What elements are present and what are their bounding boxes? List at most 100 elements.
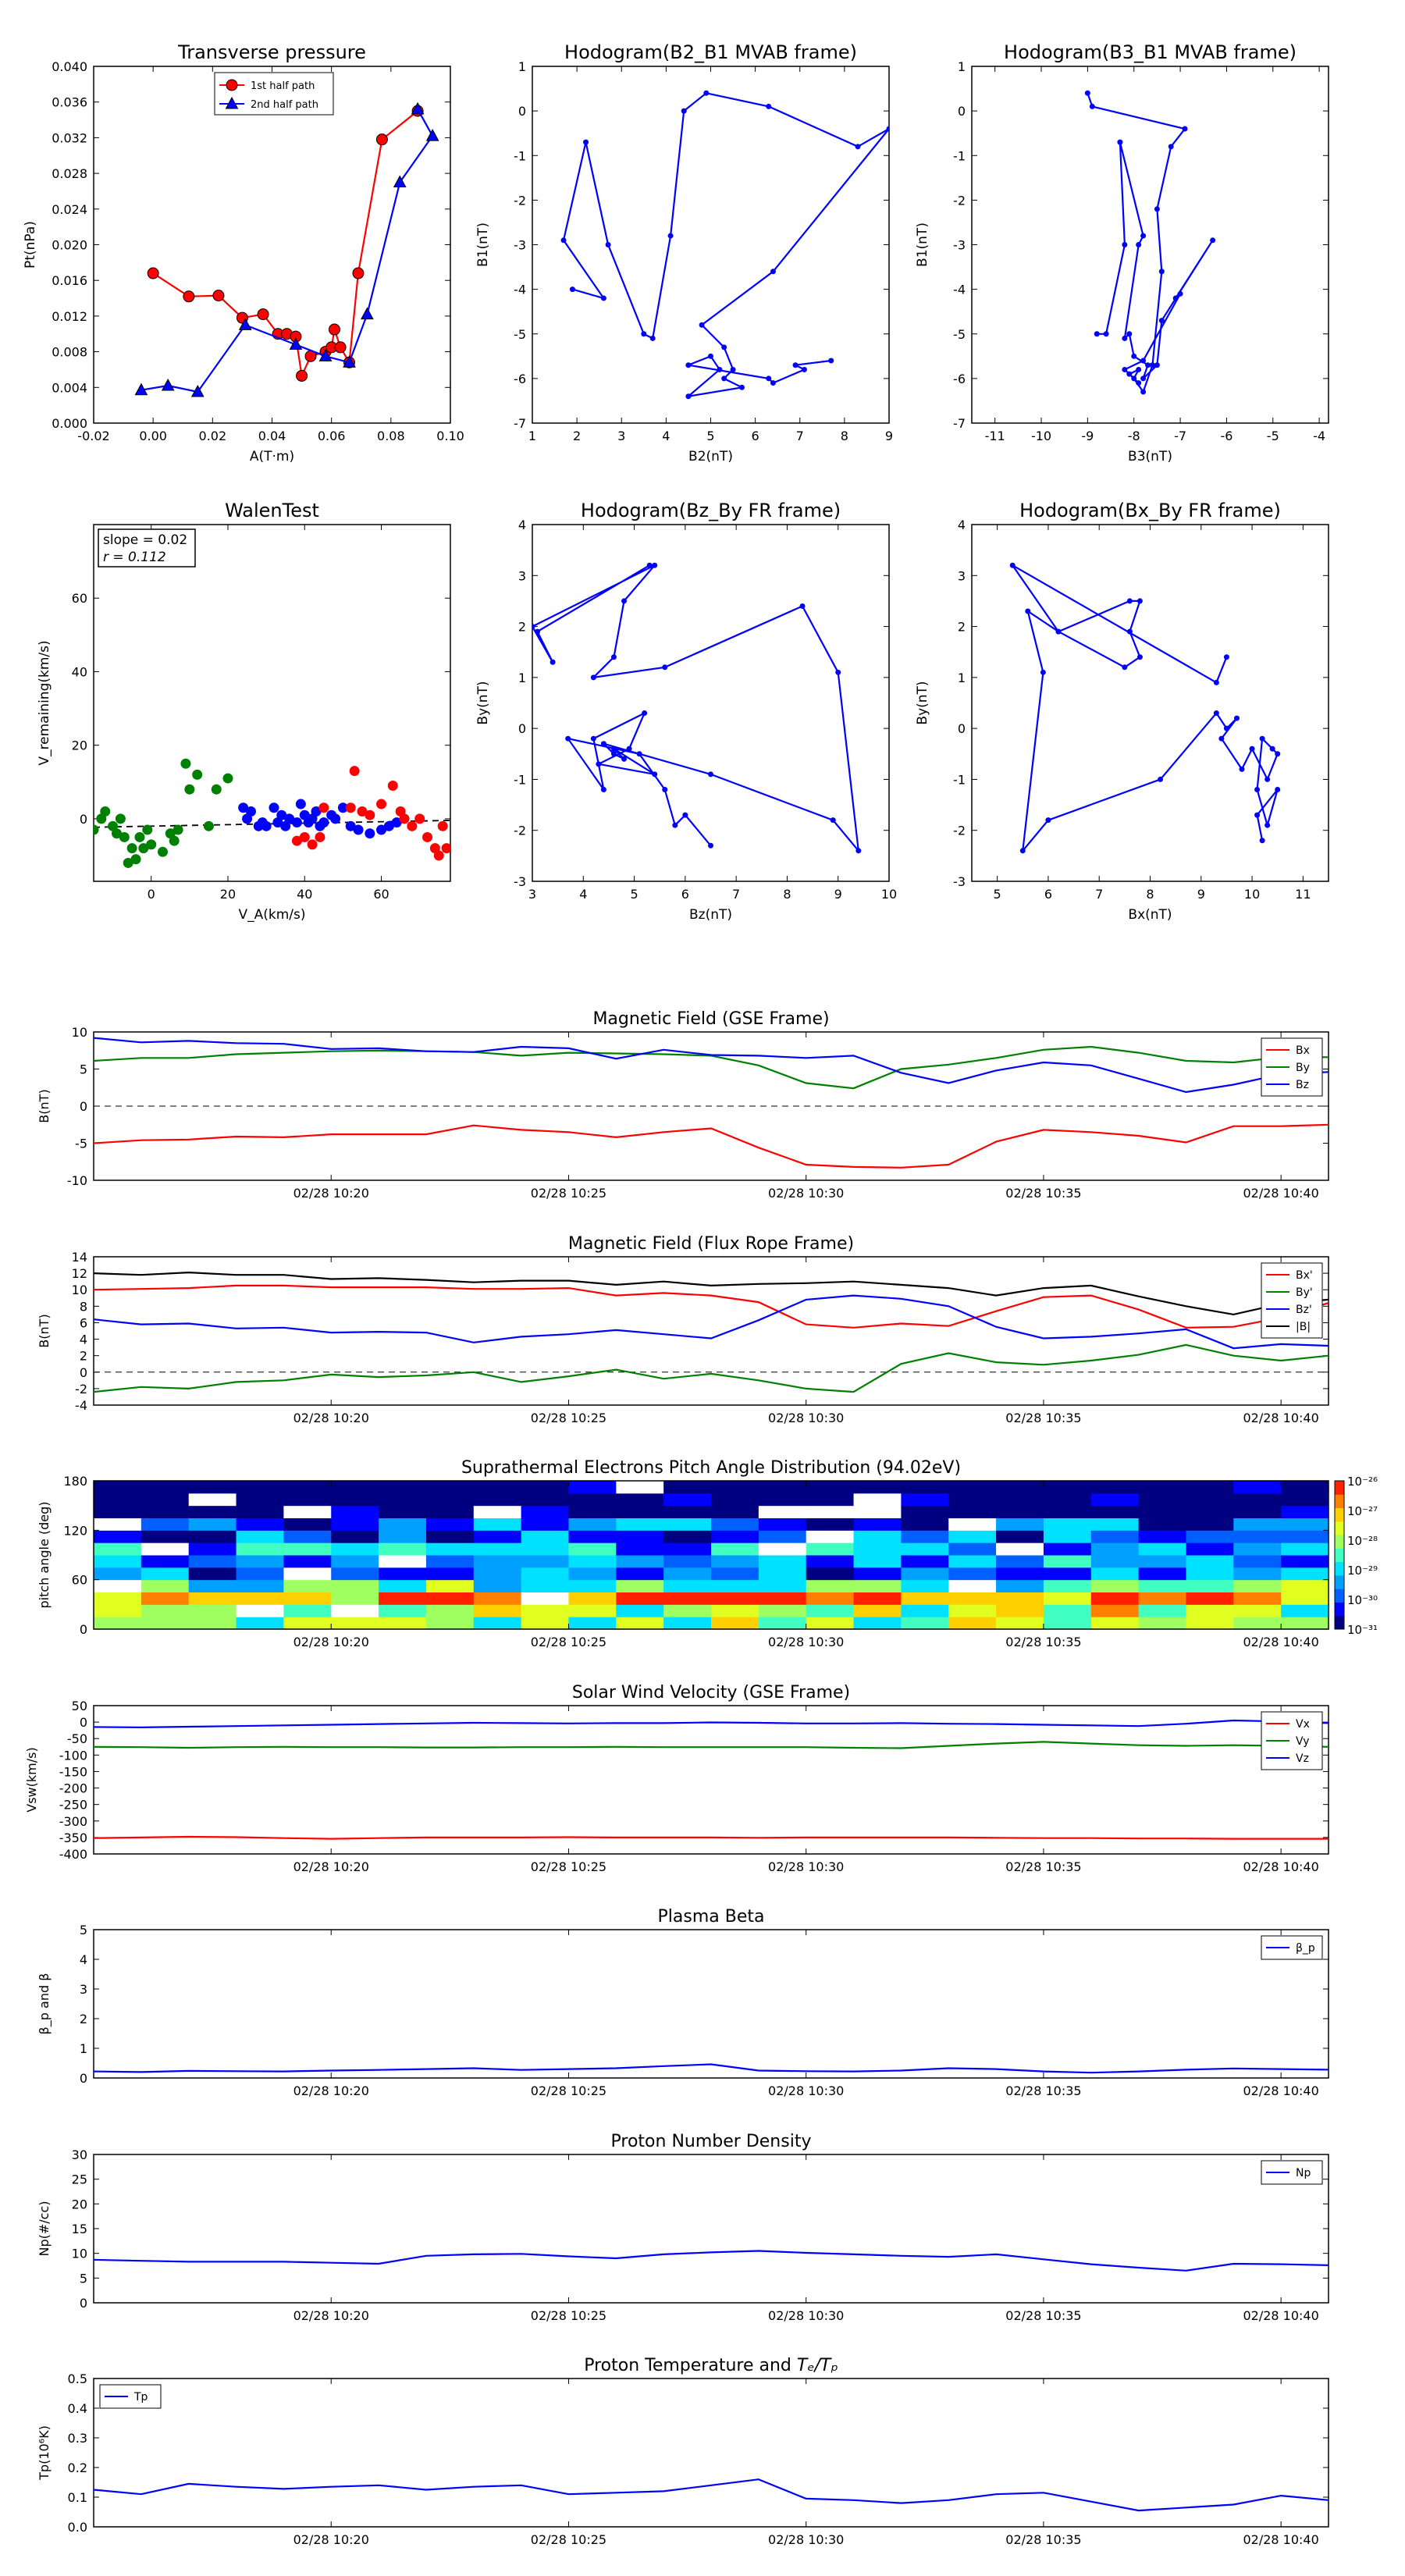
pad-heat-cell: [236, 1567, 284, 1581]
pad-heat-cell: [1281, 1579, 1329, 1592]
pad-heat-cell: [188, 1530, 237, 1543]
hxy-data-point: [1025, 608, 1031, 614]
h21-data-point: [801, 366, 807, 372]
bgse-legend-label: Bx: [1296, 1044, 1310, 1057]
pad-heat-cell: [996, 1579, 1044, 1592]
pad-heat-cell: [853, 1604, 902, 1617]
h21-xtick-label: 3: [617, 429, 625, 443]
pad-heat-cell: [1043, 1592, 1092, 1605]
h21-series-line: [562, 92, 889, 398]
hzy-title: Hodogram(Bz_By FR frame): [581, 500, 841, 521]
h31-ytick-label: -2: [953, 193, 966, 208]
walen-data-point: [203, 820, 214, 831]
beta-title: Plasma Beta: [658, 1907, 765, 1927]
pad-heat-cell: [996, 1567, 1044, 1581]
walen-annotation: slope = 0.02 r = 0.112: [98, 528, 196, 568]
pad-heat-cell: [1233, 1617, 1282, 1629]
pad-heat-cell: [331, 1555, 379, 1568]
bfr-ytick-label: 14: [72, 1250, 87, 1265]
pad-heat-cell: [1281, 1604, 1329, 1617]
tp-ytick-label: 0.024: [52, 202, 87, 217]
pad-heat-cell: [379, 1617, 427, 1629]
pad-heat-cell: [1138, 1530, 1186, 1543]
pad-heat-cell: [758, 1481, 807, 1494]
h21-data-point: [560, 237, 567, 244]
pad-heat-cell: [1138, 1542, 1186, 1556]
hxy-data-point: [1275, 786, 1281, 792]
pad-heat-cell: [711, 1542, 759, 1556]
pad-colorbar-segment: [1335, 1589, 1344, 1603]
bfr-ytick-label: 0: [80, 1365, 87, 1380]
pad-heat-cell: [473, 1505, 522, 1518]
beta-ytick-label: 2: [80, 2012, 87, 2026]
pad-heat-cell: [425, 1530, 475, 1543]
hzy-data-point: [626, 745, 632, 752]
tp-ylabel: Pt(nPa): [23, 221, 38, 269]
tp-ytick-label: 0.004: [52, 380, 87, 395]
walen-data-point: [184, 784, 195, 795]
vsw-time-tick-label: 02/28 10:40: [1243, 1859, 1318, 1874]
walen-data-point: [353, 824, 364, 835]
tp-ytick-label: 0.036: [52, 95, 87, 110]
hxy-data-point: [1045, 817, 1051, 824]
pad-heat-cell: [1090, 1517, 1140, 1531]
hzy-ytick-label: 0: [518, 721, 526, 736]
pad-heat-cell: [521, 1604, 569, 1617]
pad-heat-cell: [1281, 1505, 1329, 1518]
pad-heat-cell: [1090, 1493, 1140, 1507]
tpp-series-Tp: [94, 2478, 1329, 2512]
walen-data-point: [387, 781, 398, 792]
pad-heat-cell: [1281, 1567, 1329, 1581]
h21-ytick-label: -5: [514, 327, 526, 342]
walen-data-point: [238, 802, 249, 813]
pad-heat-cell: [188, 1517, 237, 1531]
hxy-data-point: [1213, 710, 1219, 717]
walen-data-point: [383, 820, 394, 831]
vsw-title: Solar Wind Velocity (GSE Frame): [572, 1683, 850, 1703]
hzy-data-point: [550, 659, 556, 665]
pad-heat-cell: [901, 1505, 949, 1518]
hzy-data-point: [662, 786, 668, 792]
pad-heat-cell: [616, 1604, 664, 1617]
hxy-xtick-label: 6: [1044, 887, 1052, 902]
pad-heat-cell: [758, 1542, 807, 1556]
h21-xtick-label: 6: [752, 429, 759, 443]
beta-time-tick-label: 02/28 10:20: [293, 2083, 369, 2098]
walen-ylabel: V_remaining(km/s): [37, 640, 52, 765]
pad-heat-cell: [425, 1555, 475, 1568]
pad-heat-cell: [1281, 1592, 1329, 1605]
pad-heat-cell: [94, 1592, 142, 1605]
bfr-ytick-label: 12: [72, 1266, 87, 1281]
pad-heat-cell: [1281, 1530, 1329, 1543]
pad-colorbar-segment: [1335, 1574, 1344, 1589]
pad-heat-cell: [996, 1555, 1044, 1568]
pad-heat-cell: [473, 1604, 522, 1617]
pad-heat-cell: [901, 1493, 949, 1507]
pad-time-tick-label: 02/28 10:25: [531, 1635, 606, 1649]
pad-heat-cell: [1043, 1493, 1092, 1507]
pad-colorbar-segment: [1335, 1535, 1344, 1549]
pad-heat-cell: [379, 1542, 427, 1556]
pad-heat-cell: [996, 1505, 1044, 1518]
bgse-series-Bz: [94, 1037, 1329, 1094]
pad-heat-cell: [140, 1505, 190, 1518]
pad-heat-cell: [996, 1604, 1044, 1617]
pad-heat-cell: [616, 1592, 664, 1605]
pad-heat-cell: [236, 1592, 284, 1605]
pad-heat-cell: [425, 1505, 475, 1518]
np-series-Np: [94, 2250, 1329, 2272]
pad-heat-cell: [140, 1604, 190, 1617]
h31-xtick-label: -7: [1174, 429, 1186, 443]
hxy-ytick-label: 4: [958, 518, 966, 532]
pad-heat-cell: [711, 1481, 759, 1494]
pad-heat-cell: [1090, 1592, 1140, 1605]
pad-ytick-label: 0: [80, 1622, 87, 1637]
hzy-ytick-label: -3: [514, 874, 526, 889]
hzy-data-point: [565, 735, 571, 742]
pad-heat-cell: [425, 1567, 475, 1581]
h21-ytick-label: -1: [514, 148, 526, 163]
vsw-ytick-label: -250: [59, 1798, 87, 1813]
tp-xtick-label: -0.02: [77, 429, 109, 443]
pad-heat-cell: [853, 1542, 902, 1556]
pad-heat-cell: [425, 1481, 475, 1494]
